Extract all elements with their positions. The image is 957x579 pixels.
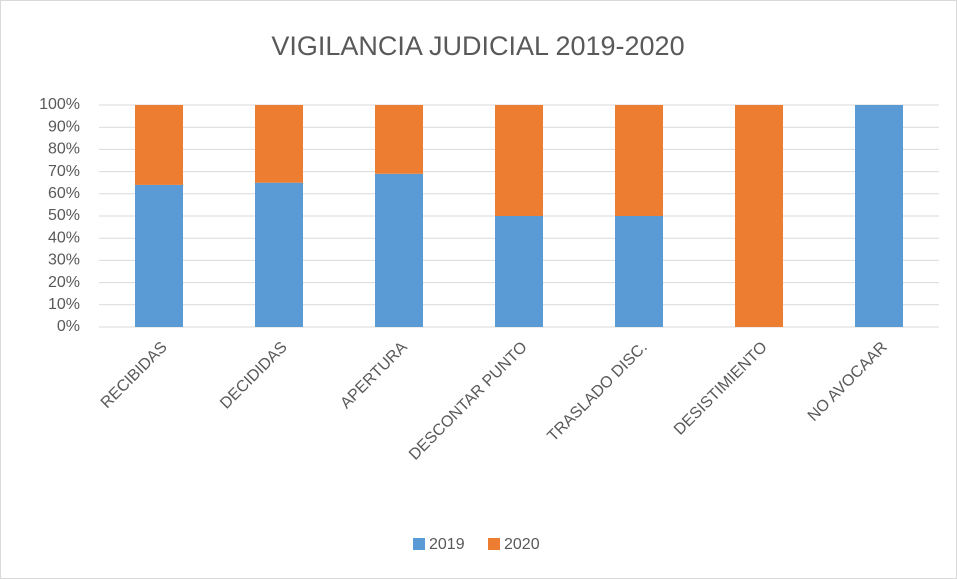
bar-segment	[735, 105, 783, 327]
bar-segment	[135, 184, 183, 327]
y-tick-label: 60%	[48, 185, 80, 202]
bar-segment	[375, 173, 423, 327]
y-tick-label: 100%	[39, 96, 80, 113]
y-tick-label: 10%	[48, 296, 80, 313]
legend-swatch	[413, 538, 425, 550]
legend-label: 2019	[429, 536, 465, 553]
legend-swatch	[488, 538, 500, 550]
y-tick-label: 80%	[48, 141, 80, 158]
bar-segment	[495, 105, 543, 216]
bar-segment	[375, 105, 423, 174]
y-tick-label: 30%	[48, 252, 80, 269]
legend-label: 2020	[504, 536, 540, 553]
y-tick-label: 70%	[48, 163, 80, 180]
y-tick-label: 0%	[57, 318, 80, 335]
bar-segment	[135, 105, 183, 185]
bar-segment	[255, 105, 303, 183]
y-tick-label: 20%	[48, 274, 80, 291]
bar-segment	[615, 216, 663, 327]
bar-segment	[255, 182, 303, 327]
bar-segment	[495, 216, 543, 327]
y-tick-label: 90%	[48, 118, 80, 135]
bar-segment	[855, 105, 903, 327]
y-tick-label: 40%	[48, 229, 80, 246]
y-tick-label: 50%	[48, 207, 80, 224]
bar-segment	[615, 105, 663, 216]
chart-title: VIGILANCIA JUDICIAL 2019-2020	[271, 31, 684, 61]
